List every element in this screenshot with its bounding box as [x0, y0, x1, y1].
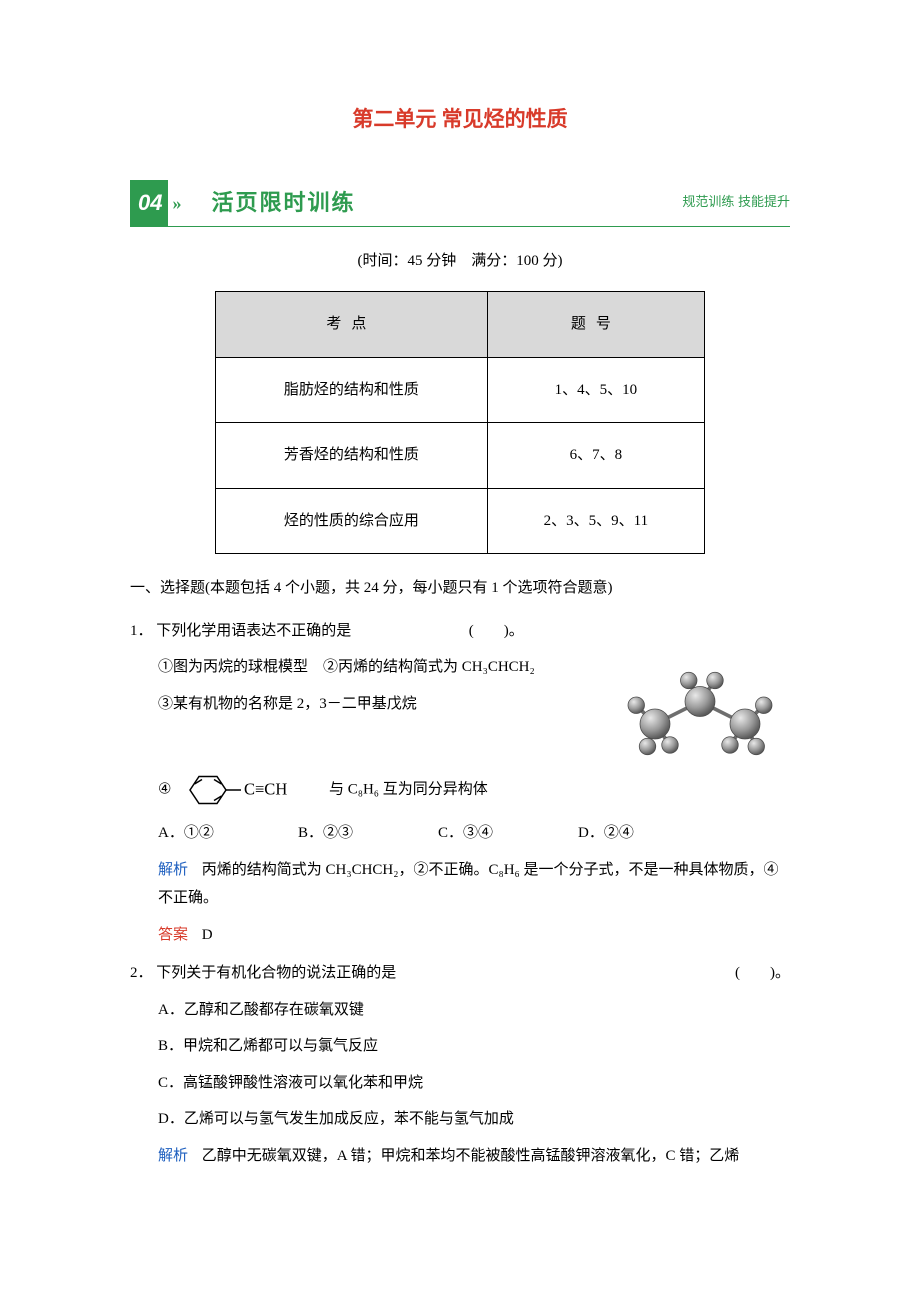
- option-d: D．乙烯可以与氢气发生加成反应，苯不能与氢气加成: [158, 1105, 790, 1134]
- q2-analysis: 解析 乙醇中无碳氧双键，A 错；甲烷和苯均不能被酸性高锰酸钾溶液氧化，C 错；乙…: [158, 1142, 790, 1171]
- option-c: C．③④: [438, 819, 578, 848]
- banner-title: 活页限时训练: [211, 182, 355, 224]
- q1-analysis: 解析 丙烯的结构简式为 CH₃CHCH₂，②不正确。C₈H₆ 是一个分子式，不是…: [158, 856, 790, 913]
- option-b: B．②③: [298, 819, 438, 848]
- answer-paren: ( )。: [735, 959, 790, 988]
- table-row: 芳香烃的结构和性质 6、7、8: [216, 423, 705, 489]
- question-stem: 下列关于有机化合物的说法正确的是: [156, 965, 396, 981]
- table-cell: 1、4、5、10: [487, 357, 704, 423]
- analysis-label: 解析: [158, 1148, 188, 1164]
- answer-paren: ( )。: [469, 623, 524, 639]
- chevron-icon: »: [172, 186, 181, 220]
- analysis-label: 解析: [158, 862, 188, 878]
- table-cell: 芳香烃的结构和性质: [216, 423, 488, 489]
- question-number: 1．: [130, 623, 153, 639]
- topic-table: 考点 题号 脂肪烃的结构和性质 1、4、5、10 芳香烃的结构和性质 6、7、8…: [215, 291, 705, 554]
- table-cell: 烃的性质的综合应用: [216, 488, 488, 554]
- table-row: 烃的性质的综合应用 2、3、5、9、11: [216, 488, 705, 554]
- q1-answer: 答案 D: [158, 921, 790, 950]
- table-cell: 6、7、8: [487, 423, 704, 489]
- q1-body-line3: ④ C≡CH 与 C₈H₆ 互为同分异构体: [158, 769, 790, 811]
- answer-label: 答案: [158, 927, 188, 943]
- option-b: B．甲烷和乙烯都可以与氯气反应: [158, 1032, 790, 1061]
- q1-body3-prefix: ④: [158, 782, 171, 798]
- propane-model-icon: [610, 649, 790, 769]
- analysis-text: 乙醇中无碳氧双键，A 错；甲烷和苯均不能被酸性高锰酸钾溶液氧化，C 错；乙烯: [202, 1148, 740, 1164]
- banner-number: 04: [130, 180, 168, 226]
- question-2: 2． 下列关于有机化合物的说法正确的是 ( )。 A．乙醇和乙酸都存在碳氧双键 …: [130, 959, 790, 1170]
- table-header: 题号: [487, 292, 704, 358]
- section-banner: 04 » 活页限时训练 规范训练 技能提升: [130, 180, 790, 227]
- option-c: C．高锰酸钾酸性溶液可以氧化苯和甲烷: [158, 1069, 790, 1098]
- table-cell: 2、3、5、9、11: [487, 488, 704, 554]
- unit-title: 第二单元 常见烃的性质: [130, 100, 790, 140]
- banner-subtitle: 规范训练 技能提升: [682, 190, 790, 215]
- formula-label: C≡CH: [244, 780, 287, 799]
- question-stem: 下列化学用语表达不正确的是: [156, 623, 351, 639]
- option-a: A．①②: [158, 819, 298, 848]
- q1-body3-suffix: 与 C₈H₆ 互为同分异构体: [329, 782, 488, 798]
- question-number: 2．: [130, 965, 153, 981]
- table-cell: 脂肪烃的结构和性质: [216, 357, 488, 423]
- table-header: 考点: [216, 292, 488, 358]
- q1-options: A．①② B．②③ C．③④ D．②④: [158, 819, 790, 848]
- phenylacetylene-icon: C≡CH: [175, 769, 325, 811]
- analysis-text: 丙烯的结构简式为 CH₃CHCH₂，②不正确。C₈H₆ 是一个分子式，不是一种具…: [158, 862, 779, 907]
- answer-text: D: [202, 927, 213, 943]
- table-header-row: 考点 题号: [216, 292, 705, 358]
- question-1: 1． 下列化学用语表达不正确的是 ( )。: [130, 617, 790, 950]
- table-row: 脂肪烃的结构和性质 1、4、5、10: [216, 357, 705, 423]
- option-d: D．②④: [578, 819, 718, 848]
- section-intro: 一、选择题(本题包括 4 个小题，共 24 分，每小题只有 1 个选项符合题意): [130, 574, 790, 603]
- time-score-info: (时间：45 分钟 满分：100 分): [130, 247, 790, 276]
- option-a: A．乙醇和乙酸都存在碳氧双键: [158, 996, 790, 1025]
